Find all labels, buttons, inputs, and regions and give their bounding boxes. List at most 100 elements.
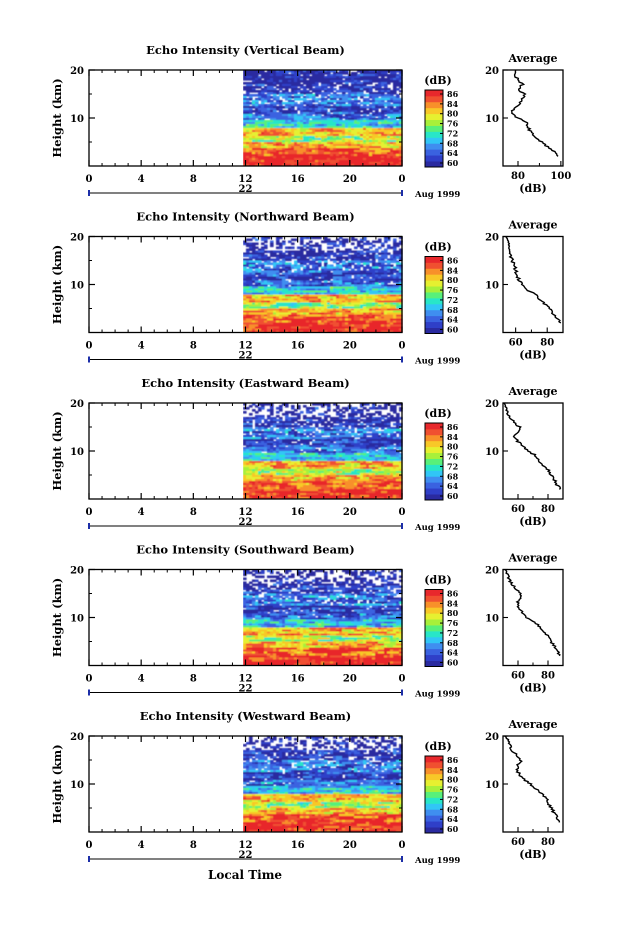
colorbar-tick-label: 84 [447, 598, 459, 608]
colorbar-tick-label: 60 [447, 658, 459, 668]
height-tick-label: 10 [70, 780, 84, 791]
time-tick-label: 4 [138, 341, 145, 352]
date-label: 22 [239, 351, 253, 362]
average-profile-line [510, 69, 559, 157]
height-tick-label: 10 [70, 614, 84, 625]
beam-panel: Echo Intensity (Southward Beam) 10 20 Heigh… [50, 543, 564, 700]
height-tick-label: 10 [70, 281, 84, 292]
time-tick-label: 0 [399, 674, 406, 685]
average-height-tick-label: 10 [485, 281, 499, 292]
colorbar-tick-label: 72 [447, 628, 458, 638]
height-axis-label: Height (km) [50, 78, 64, 157]
echo-heatmap [243, 403, 403, 499]
colorbar-tick-label: 64 [447, 814, 459, 824]
time-tick-label: 0 [86, 674, 93, 685]
time-tick-label: 8 [190, 674, 197, 685]
time-tick-label: 4 [138, 674, 145, 685]
colorbar-tick-label: 68 [447, 305, 459, 315]
colorbar-tick-label: 84 [447, 265, 459, 275]
date-label: 22 [239, 684, 253, 695]
colorbar-tick-label: 64 [447, 481, 459, 491]
echo-heatmap [243, 236, 403, 333]
colorbar-tick-label: 68 [447, 638, 459, 648]
beam-panel: Echo Intensity (Eastward Beam) 10 20 Height… [50, 376, 564, 533]
date-label: 22 [239, 517, 253, 528]
time-tick-label: 16 [291, 507, 305, 518]
colorbar-tick-label: 60 [447, 824, 459, 834]
average-height-tick-label: 10 [485, 447, 499, 458]
colorbar-unit: (dB) [424, 241, 451, 254]
height-tick-label: 10 [70, 447, 84, 458]
average-xlabel: (dB) [519, 515, 546, 528]
height-tick-label: 20 [70, 66, 84, 77]
colorbar-tick-label: 80 [447, 775, 459, 785]
time-axis-xlabel: Local Time [208, 868, 282, 882]
colorbar-tick-label: 86 [447, 589, 459, 599]
time-tick-label: 0 [86, 507, 93, 518]
time-tick-label: 8 [190, 507, 197, 518]
average-height-tick-label: 20 [485, 233, 499, 244]
colorbar-unit: (dB) [424, 74, 451, 87]
average-profile-line [504, 569, 561, 657]
echo-heatmap [243, 70, 403, 166]
colorbar-tick-label: 86 [447, 755, 459, 765]
average-height-tick-label: 20 [485, 399, 499, 410]
time-tick-label: 12 [239, 174, 253, 185]
panel-title: Echo Intensity (Westward Beam) [140, 709, 351, 723]
average-x-tick-label: 60 [511, 837, 525, 848]
average-x-tick-label: 60 [509, 338, 523, 349]
average-x-tick-label: 60 [511, 671, 525, 682]
time-tick-label: 0 [399, 840, 406, 851]
colorbar-tick-label: 80 [447, 608, 459, 618]
average-xlabel: (dB) [519, 848, 546, 861]
height-axis-label: Height (km) [50, 578, 64, 657]
beam-panel: Echo Intensity (Westward Beam) 10 20 Height… [50, 709, 564, 866]
time-tick-label: 0 [399, 174, 406, 185]
colorbar-tick-label: 86 [447, 89, 459, 99]
height-axis-label: Height (km) [50, 744, 64, 823]
average-height-tick-label: 20 [485, 566, 499, 577]
average-x-tick-label: 80 [540, 338, 554, 349]
month-label: Aug 1999 [414, 523, 460, 533]
colorbar-tick-label: 72 [447, 295, 458, 305]
time-tick-label: 16 [291, 174, 305, 185]
average-profile-line [504, 735, 561, 823]
time-tick-label: 0 [86, 341, 93, 352]
echo-heatmap [243, 569, 403, 666]
time-tick-label: 0 [399, 507, 406, 518]
panel-title: Echo Intensity (Northward Beam) [136, 210, 354, 224]
average-frame [502, 235, 564, 334]
colorbar-tick-label: 76 [447, 618, 459, 628]
colorbar-tick-label: 76 [447, 785, 459, 795]
month-label: Aug 1999 [414, 357, 460, 367]
colorbar-tick-label: 72 [447, 461, 458, 471]
colorbar-tick-label: 86 [447, 256, 459, 266]
height-tick-label: 20 [70, 233, 84, 244]
average-xlabel: (dB) [519, 349, 546, 362]
month-label: Aug 1999 [414, 190, 460, 200]
colorbar-tick-label: 80 [447, 275, 459, 285]
time-tick-label: 4 [138, 507, 145, 518]
time-tick-label: 0 [399, 341, 406, 352]
average-x-tick-label: 80 [541, 504, 555, 515]
colorbar-tick-label: 72 [447, 128, 458, 138]
time-tick-label: 12 [239, 341, 253, 352]
average-title: Average [507, 385, 557, 398]
average-x-tick-label: 100 [550, 171, 571, 182]
average-title: Average [507, 718, 557, 731]
panel-title: Echo Intensity (Southward Beam) [136, 543, 354, 557]
average-profile-line [503, 402, 562, 490]
time-tick-label: 12 [239, 674, 253, 685]
beam-panel: Echo Intensity (Vertical Beam) 10 20 Height… [50, 43, 571, 200]
average-height-tick-label: 10 [485, 614, 499, 625]
average-xlabel: (dB) [519, 682, 546, 695]
month-label: Aug 1999 [414, 856, 460, 866]
panel-title: Echo Intensity (Vertical Beam) [146, 43, 345, 57]
colorbar-tick-label: 60 [447, 491, 459, 501]
colorbar-tick-label: 64 [447, 148, 459, 158]
colorbar-tick-label: 76 [447, 119, 459, 129]
height-tick-label: 20 [70, 399, 84, 410]
average-height-tick-label: 20 [485, 732, 499, 743]
time-tick-label: 8 [190, 341, 197, 352]
